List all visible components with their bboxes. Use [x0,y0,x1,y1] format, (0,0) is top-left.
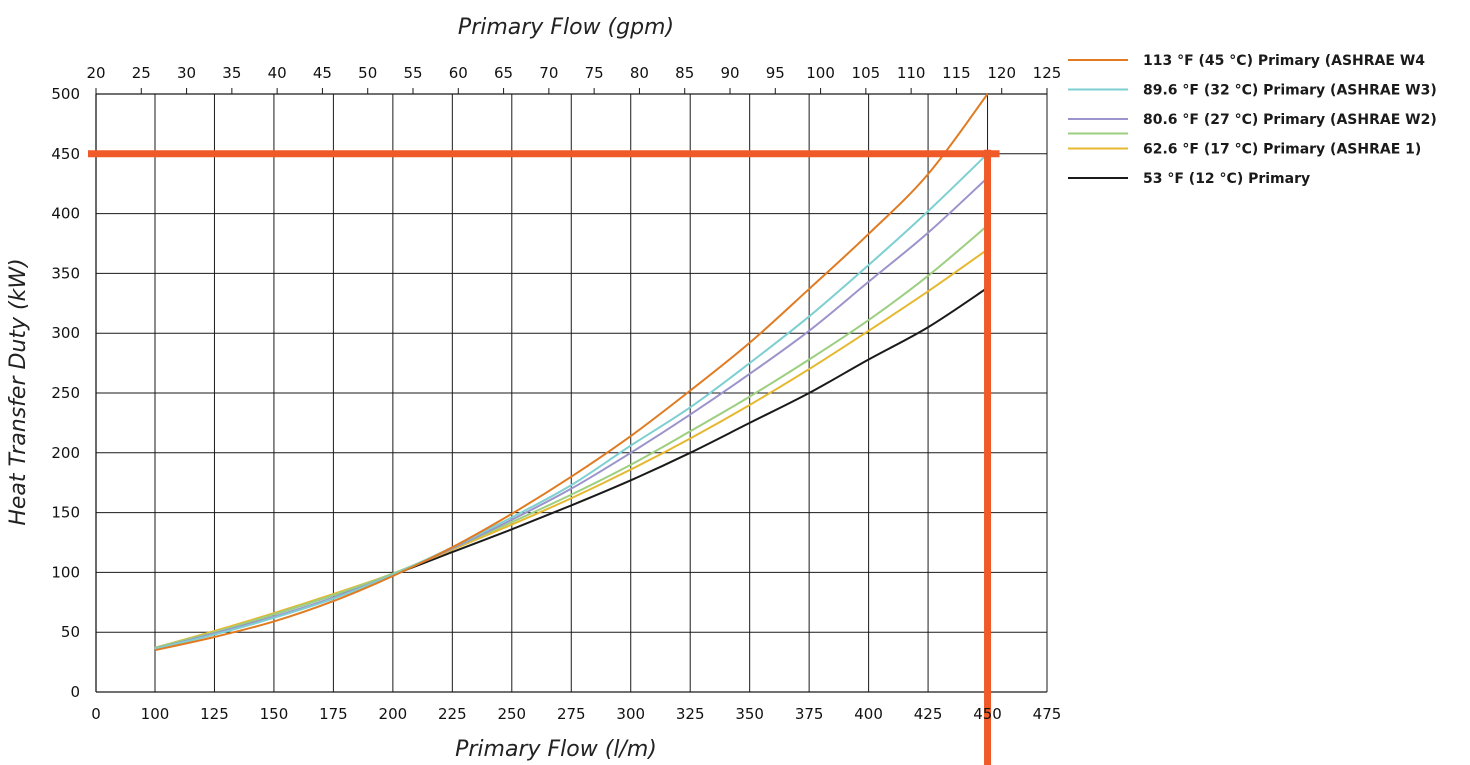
x2-tick-label: 30 [177,64,196,82]
x2-tick-label: 60 [449,64,468,82]
y-tick-label: 0 [70,683,80,701]
legend-label: 113 °F (45 °C) Primary (ASHRAE W4 [1143,53,1425,69]
x-tick-label: 0 [91,705,101,723]
tick-labels: 0 100 125 150 175 200 225 250 275 300 325 350 375 400… [51,64,1061,723]
x2-tick-label: 80 [630,64,649,82]
operating-point-marker [88,149,1000,765]
x2-tick-label: 35 [222,64,241,82]
x2-tick-label: 55 [403,64,422,82]
grid-lines [95,88,1048,693]
y-tick-label: 100 [51,563,80,581]
x2-tick-label: 90 [720,64,739,82]
x2-tick-label: 20 [86,64,105,82]
series-line [154,176,989,650]
y-tick-label: 200 [51,444,80,462]
x2-tick-label: 65 [494,64,513,82]
x-tick-label: 400 [854,705,883,723]
x-tick-label: 200 [379,705,408,723]
x2-tick-label: 120 [987,64,1016,82]
x-tick-label: 425 [914,705,943,723]
x2-tick-label: 85 [675,64,694,82]
series-line [154,248,989,649]
legend-label: 62.6 °F (17 °C) Primary (ASHRAE 1) [1143,142,1421,158]
x-tick-label: 450 [973,705,1002,723]
y-tick-label: 50 [61,623,80,641]
series-line [154,224,989,649]
x-tick-label: 175 [319,705,348,723]
x2-tick-label: 95 [766,64,785,82]
x-tick-label: 275 [557,705,586,723]
x2-tick-label: 70 [539,64,558,82]
x2-tick-label: 110 [897,64,926,82]
x2-tick-label: 100 [806,64,835,82]
series-line [154,153,989,650]
y-tick-label: 250 [51,384,80,402]
x-tick-label: 250 [497,705,526,723]
x2-axis-title: Primary Flow (gpm) [458,15,674,40]
x2-tick-label: 40 [268,64,287,82]
x2-tick-label: 105 [852,64,881,82]
x2-tick-label: 125 [1033,64,1062,82]
x-tick-label: 125 [200,705,229,723]
x-tick-label: 225 [438,705,467,723]
x2-tick-label: 50 [358,64,377,82]
x-tick-label: 100 [141,705,170,723]
series-lines [154,93,989,652]
x2-tick-label: 45 [313,64,332,82]
y-tick-label: 450 [51,145,80,163]
x2-tick-label: 115 [942,64,971,82]
y-tick-label: 300 [51,324,80,342]
x-tick-label: 475 [1033,705,1062,723]
y-tick-label: 150 [51,504,80,522]
x-tick-label: 150 [260,705,289,723]
y-axis-title: Heat Transfer Duty (kW) [6,258,31,525]
x-tick-label: 325 [676,705,705,723]
y-tick-label: 350 [51,264,80,282]
x2-tick-label: 25 [132,64,151,82]
x-tick-label: 300 [616,705,645,723]
series-line [154,93,989,652]
x2-tick-label: 75 [585,64,604,82]
x-axis-title: Primary Flow (l/m) [455,737,657,762]
legend: 113 °F (45 °C) Primary (ASHRAE W4 89.6 °F… [1068,53,1437,187]
x-tick-label: 350 [735,705,764,723]
y-tick-label: 500 [51,85,80,103]
legend-label: 80.6 °F (27 °C) Primary (ASHRAE W2) [1143,112,1437,128]
x-tick-label: 375 [795,705,824,723]
legend-label: 53 °F (12 °C) Primary [1143,171,1310,187]
legend-label: 89.6 °F (32 °C) Primary (ASHRAE W3) [1143,83,1437,99]
y-tick-label: 400 [51,205,80,223]
